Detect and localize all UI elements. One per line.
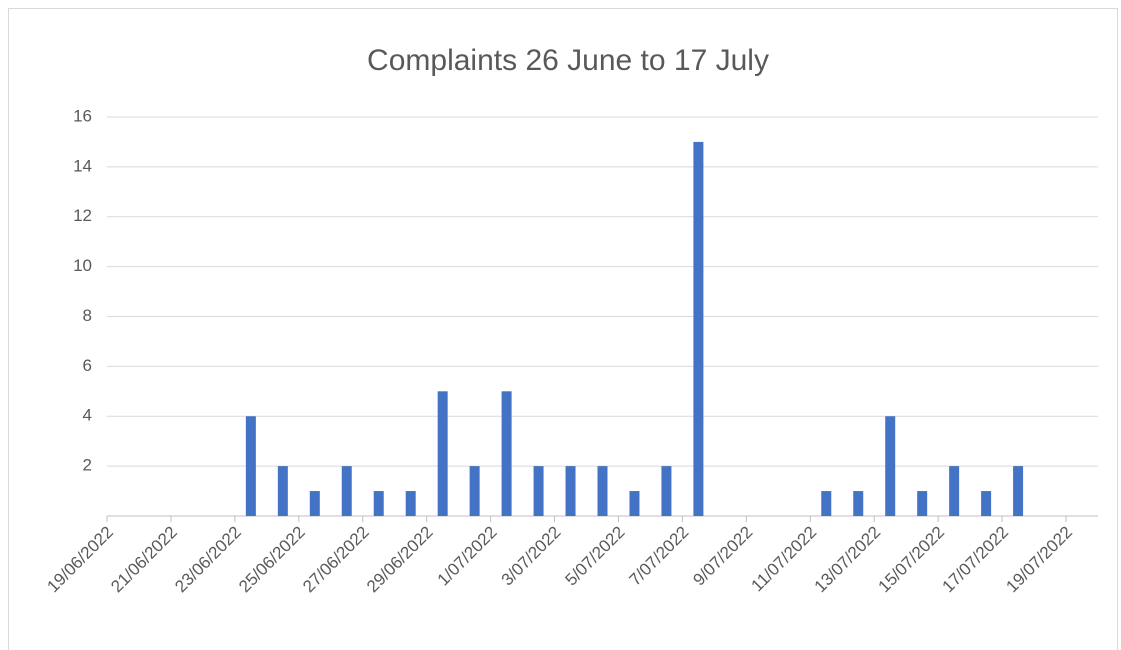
- bar: [597, 466, 608, 516]
- bar: [405, 491, 416, 516]
- bar: [1013, 466, 1024, 516]
- bar: [437, 391, 448, 516]
- bar: [693, 141, 704, 516]
- chart-title: Complaints 26 June to 17 July: [367, 44, 769, 77]
- bar: [565, 466, 576, 516]
- y-tick-label: 16: [73, 106, 92, 125]
- y-tick-label: 10: [73, 256, 92, 275]
- y-tick-label: 12: [73, 206, 92, 225]
- bar: [533, 466, 544, 516]
- bar: [245, 416, 256, 516]
- bar: [661, 466, 672, 516]
- y-tick-label: 6: [83, 356, 92, 375]
- bar: [853, 491, 864, 516]
- bar: [629, 491, 640, 516]
- bar: [373, 491, 384, 516]
- bar: [949, 466, 960, 516]
- y-tick-label: 2: [83, 456, 92, 475]
- bar: [277, 466, 288, 516]
- bar: [981, 491, 992, 516]
- y-tick-label: 14: [73, 156, 92, 175]
- bar: [469, 466, 480, 516]
- bar: [821, 491, 832, 516]
- bar: [917, 491, 928, 516]
- chart-frame: [8, 8, 1118, 650]
- y-tick-label: 4: [83, 406, 92, 425]
- bar: [501, 391, 512, 516]
- bar: [341, 466, 352, 516]
- y-tick-label: 8: [83, 306, 92, 325]
- bar: [885, 416, 896, 516]
- bar: [309, 491, 320, 516]
